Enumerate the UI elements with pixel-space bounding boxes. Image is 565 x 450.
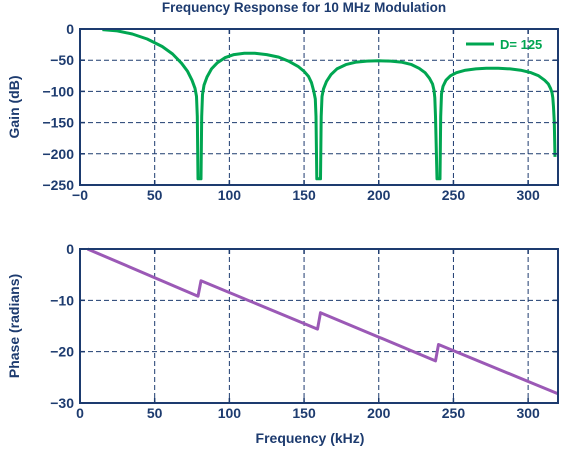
gain-plot: −0 50 100 150 200 250 300 0 −50 −100 −150 −200 −250 G… bbox=[6, 21, 559, 203]
x-tick-label: 100 bbox=[218, 187, 242, 203]
x-tick-label: 50 bbox=[147, 405, 163, 421]
y-tick-label: −10 bbox=[50, 292, 74, 308]
y-tick-label: −50 bbox=[50, 52, 74, 68]
y-axis-title: Gain (dB) bbox=[6, 76, 22, 139]
legend: D= 125 bbox=[466, 37, 542, 52]
y-axis-title: Phase (radians) bbox=[6, 274, 22, 378]
series-line-0 bbox=[102, 28, 557, 181]
y-tick-label: −30 bbox=[50, 395, 74, 411]
x-tick-label: −0 bbox=[72, 187, 88, 203]
x-tick-label: 300 bbox=[516, 187, 540, 203]
y-tick-label: 0 bbox=[66, 241, 74, 257]
x-tick-label: 150 bbox=[292, 187, 316, 203]
legend-label: D= 125 bbox=[500, 37, 542, 52]
x-tick-label: 0 bbox=[76, 405, 84, 421]
phase-plot: 0 50 100 150 200 250 300 0 −10 −20 −30 Phase (radia… bbox=[6, 241, 559, 446]
x-tick-label: 200 bbox=[367, 405, 391, 421]
x-tick-label: 150 bbox=[292, 405, 316, 421]
x-tick-label: 250 bbox=[442, 187, 466, 203]
y-tick-label: −250 bbox=[42, 177, 74, 193]
y-tick-label: −150 bbox=[42, 115, 74, 131]
x-tick-label: 50 bbox=[147, 187, 163, 203]
series-line-0 bbox=[86, 247, 559, 396]
plot-frame bbox=[79, 248, 559, 404]
x-tick-label: 100 bbox=[218, 405, 242, 421]
x-tick-label: 250 bbox=[442, 405, 466, 421]
x-axis-title: Frequency (kHz) bbox=[256, 430, 365, 446]
y-tick-label: 0 bbox=[66, 21, 74, 37]
x-tick-label: 200 bbox=[367, 187, 391, 203]
plot-frame bbox=[79, 28, 559, 186]
chart-title: Frequency Response for 10 MHz Modulation bbox=[162, 0, 446, 15]
x-tick-label: 300 bbox=[516, 405, 540, 421]
y-tick-label: −200 bbox=[42, 146, 74, 162]
y-tick-label: −20 bbox=[50, 344, 74, 360]
y-tick-label: −100 bbox=[42, 83, 74, 99]
